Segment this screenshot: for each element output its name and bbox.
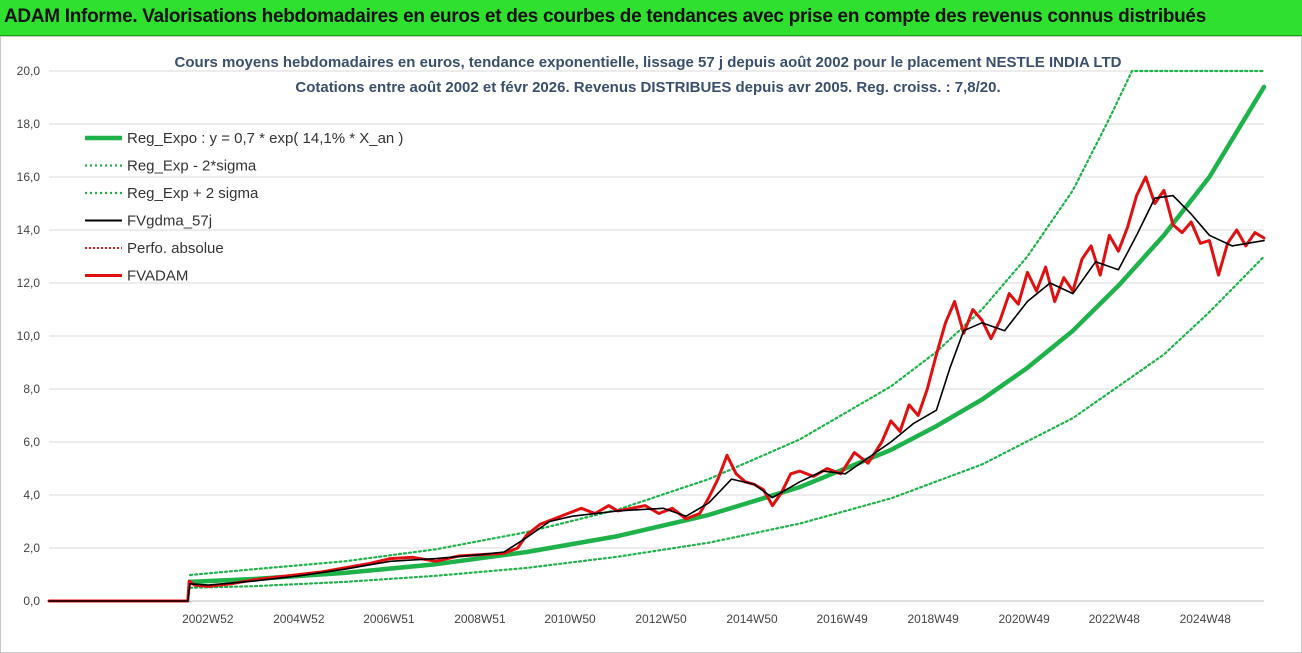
y-tick-label: 20,0 — [17, 64, 41, 78]
y-axis-ticks: 0,0 2,0 4,0 6,0 8,0 10,0 12,0 14,0 16,0 18,0 20,0 — [17, 64, 41, 608]
x-tick-label: 2016W49 — [816, 612, 868, 626]
series-line-3 — [48, 194, 1265, 602]
x-tick-label: 2004W52 — [273, 612, 325, 626]
x-tick-label: 2006W51 — [363, 612, 415, 626]
x-tick-label: 2024W48 — [1180, 612, 1232, 626]
y-tick-label: 6,0 — [23, 435, 40, 449]
legend: Reg_Expo : y = 0,7 * exp( 14,1% * X_an )… — [85, 130, 403, 285]
legend-label: Reg_Expo : y = 0,7 * exp( 14,1% * X_an ) — [127, 130, 403, 147]
x-tick-label: 2022W48 — [1089, 612, 1141, 626]
chart-subtitle: Cotations entre août 2002 et févr 2026. … — [295, 79, 1000, 96]
x-tick-label: 2020W49 — [998, 612, 1050, 626]
legend-label: Reg_Exp - 2*sigma — [127, 158, 257, 175]
x-tick-label: 2010W50 — [544, 612, 596, 626]
y-tick-label: 16,0 — [17, 170, 41, 184]
y-tick-label: 2,0 — [23, 541, 40, 555]
series-layer — [47, 69, 1267, 603]
series-line-2 — [189, 69, 1266, 577]
grid-layer — [49, 70, 1264, 602]
x-tick-label: 2014W50 — [726, 612, 778, 626]
y-tick-label: 12,0 — [17, 276, 41, 290]
legend-label: FVADAM — [127, 268, 188, 285]
x-tick-label: 2018W49 — [907, 612, 959, 626]
series-line-0 — [187, 84, 1267, 585]
chart-title: Cours moyens hebdomadaires en euros, ten… — [175, 54, 1122, 71]
chart-frame — [0, 36, 1302, 653]
x-tick-label: 2008W51 — [454, 612, 506, 626]
x-tick-label: 2012W50 — [635, 612, 687, 626]
report-header: ADAM Informe. Valorisations hebdomadaire… — [0, 0, 1302, 36]
report-title: ADAM Informe. Valorisations hebdomadaire… — [4, 6, 1206, 27]
legend-label: Reg_Exp + 2 sigma — [127, 185, 259, 202]
y-tick-label: 4,0 — [23, 488, 40, 502]
x-tick-label: 2002W52 — [182, 612, 234, 626]
legend-label: Perfo. absolue — [127, 240, 224, 257]
y-tick-label: 0,0 — [23, 594, 40, 608]
y-tick-label: 10,0 — [17, 329, 41, 343]
y-tick-label: 8,0 — [23, 382, 40, 396]
y-tick-label: 18,0 — [17, 117, 41, 131]
series-line-1 — [189, 255, 1266, 589]
y-tick-label: 14,0 — [17, 223, 41, 237]
legend-label: FVgdma_57j — [127, 213, 212, 230]
x-axis-ticks: 2002W52 2004W52 2006W51 2008W51 2010W50 2012W… — [182, 612, 1231, 626]
